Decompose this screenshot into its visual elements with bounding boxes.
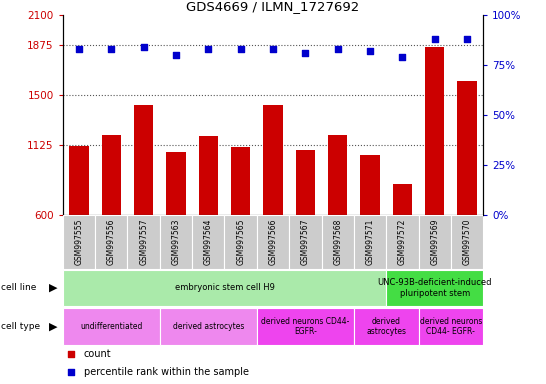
Text: GSM997555: GSM997555	[74, 218, 84, 265]
Bar	[224, 215, 257, 269]
Bar	[354, 308, 419, 345]
Text: GSM997565: GSM997565	[236, 218, 245, 265]
Point	[139, 44, 148, 50]
Bar	[393, 184, 412, 215]
Text: count: count	[84, 349, 111, 359]
Bar	[354, 215, 386, 269]
Text: GSM997572: GSM997572	[398, 219, 407, 265]
Text: embryonic stem cell H9: embryonic stem cell H9	[175, 283, 275, 293]
Text: derived astrocytes: derived astrocytes	[173, 322, 244, 331]
Text: derived
astrocytes: derived astrocytes	[366, 317, 406, 336]
Text: GSM997571: GSM997571	[365, 219, 375, 265]
Bar	[289, 215, 322, 269]
Text: ▶: ▶	[49, 321, 58, 331]
Text: derived neurons
CD44- EGFR-: derived neurons CD44- EGFR-	[420, 317, 482, 336]
Point	[366, 48, 375, 55]
Bar	[295, 150, 315, 215]
Bar	[134, 104, 153, 215]
Text: GSM997566: GSM997566	[269, 218, 277, 265]
Bar	[360, 155, 379, 215]
Bar	[63, 270, 386, 306]
Point	[345, 124, 354, 130]
Bar	[95, 215, 127, 269]
Bar	[160, 215, 192, 269]
Point	[398, 54, 407, 60]
Text: GSM997557: GSM997557	[139, 218, 148, 265]
Text: GSM997556: GSM997556	[107, 218, 116, 265]
Text: cell type: cell type	[1, 322, 40, 331]
Text: derived neurons CD44-
EGFR-: derived neurons CD44- EGFR-	[261, 317, 349, 336]
Text: percentile rank within the sample: percentile rank within the sample	[84, 366, 249, 377]
Bar	[63, 215, 95, 269]
Text: GSM997570: GSM997570	[462, 218, 472, 265]
Point	[269, 46, 277, 52]
Bar	[263, 104, 283, 215]
Bar	[425, 47, 444, 215]
Text: GSM997569: GSM997569	[430, 218, 439, 265]
Point	[430, 36, 439, 42]
Bar	[328, 135, 347, 215]
Point	[333, 46, 342, 52]
Text: GSM997563: GSM997563	[171, 218, 181, 265]
Bar	[419, 215, 451, 269]
Text: undifferentiated: undifferentiated	[80, 322, 143, 331]
Bar	[257, 215, 289, 269]
Point	[301, 50, 310, 56]
Bar	[386, 270, 483, 306]
Text: ▶: ▶	[49, 283, 58, 293]
Bar	[102, 135, 121, 215]
Bar	[458, 81, 477, 215]
Point	[171, 52, 180, 58]
Bar	[160, 308, 257, 345]
Bar	[69, 146, 88, 215]
Text: GSM997568: GSM997568	[333, 219, 342, 265]
Point	[462, 36, 471, 42]
Point	[236, 46, 245, 52]
Point	[75, 46, 84, 52]
Text: GSM997567: GSM997567	[301, 218, 310, 265]
Bar	[322, 215, 354, 269]
Bar	[192, 215, 224, 269]
Bar	[451, 215, 483, 269]
Text: GSM997564: GSM997564	[204, 218, 213, 265]
Point	[204, 46, 213, 52]
Point	[345, 281, 354, 287]
Text: UNC-93B-deficient-induced
pluripotent stem: UNC-93B-deficient-induced pluripotent st…	[377, 278, 492, 298]
Bar	[257, 308, 354, 345]
Bar	[167, 152, 186, 215]
Bar	[386, 215, 419, 269]
Title: GDS4669 / ILMN_1727692: GDS4669 / ILMN_1727692	[186, 0, 360, 13]
Bar	[231, 147, 251, 215]
Text: cell line: cell line	[1, 283, 36, 293]
Bar	[419, 308, 483, 345]
Bar	[127, 215, 160, 269]
Point	[107, 46, 116, 52]
Bar	[199, 136, 218, 215]
Bar	[63, 308, 160, 345]
